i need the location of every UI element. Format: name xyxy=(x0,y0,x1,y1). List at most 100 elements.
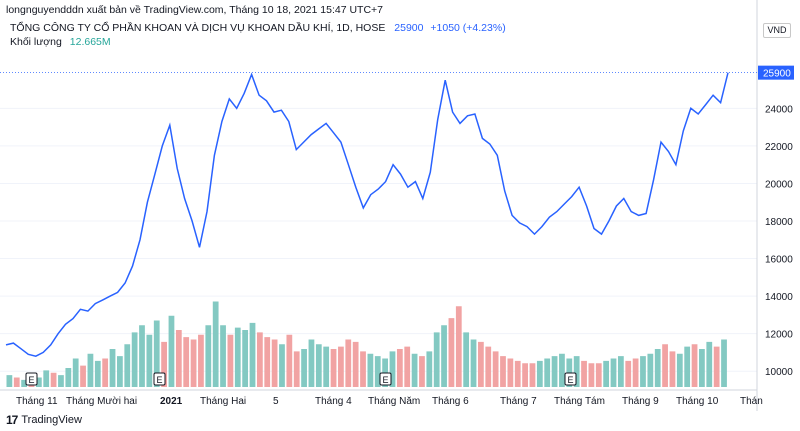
volume-bar xyxy=(338,346,344,387)
earnings-marker-label: E xyxy=(29,375,35,385)
x-tick-label: Tháng 6 xyxy=(432,396,469,407)
volume-bar xyxy=(13,377,20,387)
volume-bar xyxy=(588,363,595,387)
volume-bar xyxy=(323,346,330,387)
volume-bar xyxy=(706,341,713,387)
volume-bar xyxy=(419,356,425,387)
volume-bar xyxy=(654,349,661,387)
volume-bar xyxy=(441,325,447,387)
volume-bar xyxy=(500,356,506,387)
volume-bar xyxy=(713,346,720,387)
volume-bar xyxy=(102,358,109,387)
tradingview-logo-icon: 17 xyxy=(6,413,18,427)
volume-bar xyxy=(315,344,322,387)
tradingview-brand: TradingView xyxy=(21,414,82,426)
earnings-marker[interactable] xyxy=(379,372,392,386)
x-tick-label: Tháng Hai xyxy=(200,396,246,407)
volume-bar xyxy=(146,334,153,387)
volume-bar xyxy=(691,344,698,387)
volume-bar xyxy=(478,341,484,387)
volume-bar xyxy=(485,346,492,387)
volume-bar xyxy=(227,334,234,387)
volume-bar xyxy=(212,301,219,387)
earnings-marker-label: E xyxy=(383,375,389,385)
volume-bar xyxy=(58,375,64,387)
x-tick-label: Tháng Mười hai xyxy=(66,396,137,407)
x-tick-label: Tháng Năm xyxy=(368,396,420,407)
x-tick-label: Tháng 4 xyxy=(315,396,352,407)
volume-bar xyxy=(345,339,352,387)
x-tick-label: Tháng Tám xyxy=(554,396,605,407)
volume-bar xyxy=(50,372,57,387)
volume-bar xyxy=(293,351,300,387)
volume-bar xyxy=(721,339,727,387)
volume-bar xyxy=(190,339,197,387)
volume-bar xyxy=(271,339,278,387)
volume-bar xyxy=(529,363,536,387)
volume-bar xyxy=(6,375,13,387)
volume-bar xyxy=(522,363,528,387)
volume-bar xyxy=(286,334,293,387)
volume-bar xyxy=(632,358,639,387)
y-tick-label: 20000 xyxy=(765,179,793,190)
earnings-marker[interactable] xyxy=(564,372,577,386)
x-tick-label: Thán xyxy=(740,396,763,407)
volume-bar xyxy=(360,351,366,387)
volume-bar xyxy=(492,351,499,387)
volume-bar xyxy=(242,330,249,387)
volume-bar xyxy=(198,334,204,387)
volume-bar xyxy=(161,341,167,387)
volume-bar xyxy=(544,358,551,387)
volume-bar xyxy=(220,325,226,387)
volume-bar xyxy=(433,332,440,387)
volume-bar xyxy=(80,365,86,387)
currency-label[interactable]: VND xyxy=(763,23,791,38)
volume-bar xyxy=(448,318,455,387)
volume-bar xyxy=(676,353,683,387)
volume-bar xyxy=(124,344,131,387)
y-tick-label: 14000 xyxy=(765,292,793,303)
earnings-marker[interactable] xyxy=(153,372,166,386)
volume-bar xyxy=(279,344,285,387)
volume-bar xyxy=(514,360,521,387)
price-change: +1050 (+4.23%) xyxy=(430,22,506,34)
y-tick-label: 22000 xyxy=(765,142,793,153)
volume-bar xyxy=(139,325,145,387)
volume-bar xyxy=(411,353,418,387)
publisher-line: longnguyendddn xuất bản về TradingView.c… xyxy=(6,4,384,16)
earnings-marker[interactable] xyxy=(25,372,38,386)
volume-bar xyxy=(647,353,654,387)
y-tick-label: 16000 xyxy=(765,255,793,266)
volume-bar xyxy=(463,332,470,387)
volume-bar xyxy=(367,353,374,387)
volume-bar xyxy=(94,360,101,387)
volume-bar xyxy=(389,351,396,387)
last-price-tag-label: 25900 xyxy=(763,69,791,80)
earnings-marker-label: E xyxy=(157,375,163,385)
volume-bar xyxy=(610,358,617,387)
volume-bar xyxy=(264,337,271,387)
volume-bar xyxy=(595,363,602,387)
volume-bar xyxy=(249,322,256,387)
volume-bar xyxy=(153,320,160,387)
tradingview-footer[interactable]: 17 TradingView xyxy=(6,413,82,427)
volume-bar xyxy=(603,360,610,387)
y-tick-label: 24000 xyxy=(765,104,793,115)
volume-bar xyxy=(72,358,79,387)
volume-bar xyxy=(21,379,28,387)
volume-bar xyxy=(426,351,433,387)
volume-label: Khối lượng xyxy=(10,36,62,48)
x-tick-label: 5 xyxy=(273,396,279,407)
volume-value: 12.665M xyxy=(69,36,111,48)
volume-bar xyxy=(205,325,212,387)
volume-bar xyxy=(581,360,587,387)
x-tick-label: Tháng 9 xyxy=(622,396,659,407)
volume-bar xyxy=(551,356,558,387)
last-price-tag xyxy=(758,65,794,80)
volume-bar xyxy=(183,337,190,387)
volume-bar xyxy=(43,370,50,387)
volume-bar xyxy=(699,349,705,387)
volume-bar xyxy=(234,327,241,387)
volume-bar xyxy=(559,353,565,387)
